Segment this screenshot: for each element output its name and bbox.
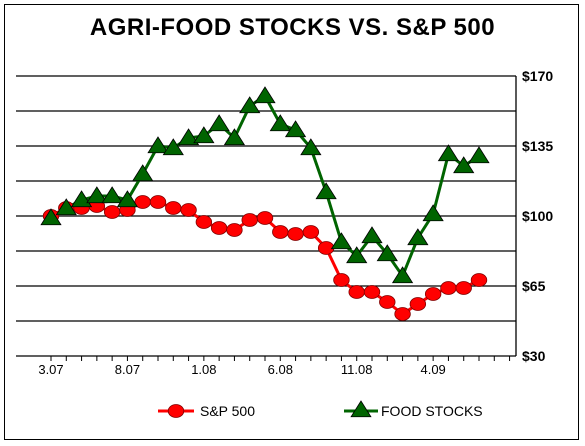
sp500-point (333, 273, 350, 287)
x-tick-labels: 3.07 8.07 1.08 6.08 11.08 4.09 (38, 362, 445, 377)
food-stocks-point (147, 136, 169, 154)
food-stocks-point (284, 120, 307, 138)
food-stocks-point (101, 186, 123, 204)
y-tick-label: $100 (522, 208, 553, 224)
food-stocks-point (208, 114, 230, 132)
food-stocks-point (453, 156, 475, 174)
y-tick-label: $170 (522, 68, 553, 84)
food-stocks-point (86, 186, 108, 204)
sp500-point (394, 307, 411, 321)
y-tick-label: $135 (522, 138, 553, 154)
x-tick-label: 3.07 (38, 362, 63, 377)
sp500-point (424, 287, 442, 301)
food-stocks-point (132, 164, 154, 182)
sp500-point (409, 297, 427, 311)
legend-food-stocks-label: FOOD STOCKS (381, 403, 483, 419)
sp500-point (195, 215, 213, 229)
legend-food-stocks-marker (350, 400, 372, 418)
x-tick-label: 4.09 (420, 362, 445, 377)
sp500-point (165, 201, 182, 215)
y-tick-labels: $170 $135 $100 $65 $30 (522, 68, 553, 364)
food-stocks-point (300, 138, 322, 156)
y-tick-label: $65 (522, 278, 546, 294)
food-stocks-point (40, 208, 62, 226)
food-stocks-point (193, 126, 215, 144)
y-tick-label: $30 (522, 348, 546, 364)
food-stocks-point (162, 138, 184, 156)
food-stocks-line (50, 93, 480, 280)
sp500-point (470, 273, 488, 287)
food-stocks-point (254, 86, 276, 104)
x-tick-label: 8.07 (115, 362, 140, 377)
food-stocks-point (407, 228, 429, 246)
sp500-point (149, 195, 167, 209)
sp500-point (272, 225, 289, 239)
food-stocks-point (361, 226, 383, 244)
sp500-point (455, 281, 472, 295)
food-stocks-point (391, 266, 414, 284)
sp500-point (180, 203, 197, 217)
sp500-point (440, 281, 457, 295)
food-stocks-point (422, 204, 444, 222)
sp500-point (379, 295, 396, 309)
sp500-point (363, 285, 381, 299)
axes (16, 76, 517, 361)
sp500-point (103, 205, 121, 219)
food-stocks-point (330, 232, 353, 250)
series-lines (50, 93, 480, 316)
chart-frame (4, 4, 579, 440)
legend-sp500-label: S&P 500 (200, 403, 255, 419)
sp500-point (348, 285, 365, 299)
legend-sp500-marker (167, 404, 185, 418)
series-markers (40, 86, 490, 321)
x-tick-label: 1.08 (191, 362, 216, 377)
sp500-point (287, 227, 304, 241)
food-stocks-point (346, 246, 368, 264)
sp500-point (226, 223, 243, 237)
sp500-point (210, 221, 228, 235)
legend: S&P 500 FOOD STOCKS (158, 400, 483, 419)
x-tick-label: 6.08 (268, 362, 293, 377)
sp500-point (256, 211, 274, 225)
food-stocks-point (437, 144, 460, 162)
sp500-point (241, 213, 258, 227)
food-stocks-point (315, 182, 337, 200)
x-tick-label: 11.08 (341, 362, 373, 377)
chart-title: AGRI-FOOD STOCKS VS. S&P 500 (89, 14, 496, 41)
food-stocks-point (468, 146, 490, 164)
food-stocks-point (376, 244, 398, 262)
food-stocks-point (116, 190, 139, 208)
food-stocks-point (239, 96, 261, 114)
food-stocks-point (223, 128, 246, 146)
sp500-point (302, 225, 320, 239)
food-stocks-point (269, 114, 291, 132)
food-stocks-point (177, 128, 200, 146)
